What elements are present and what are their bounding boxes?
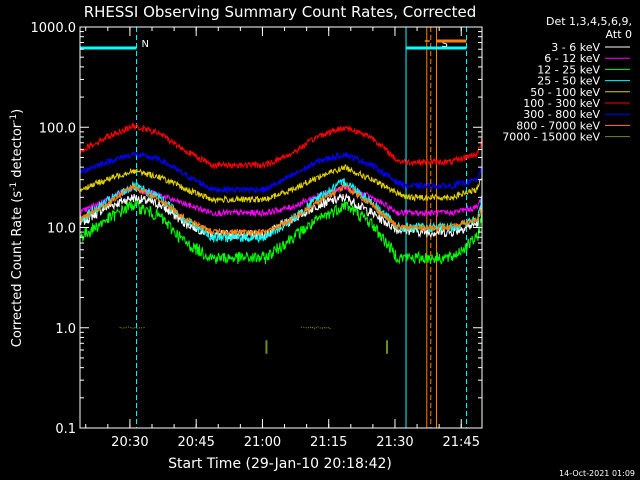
legend-label: 25 - 50 keV (537, 75, 600, 88)
series-line (79, 151, 483, 194)
y-tick-label: 100.0 (39, 121, 76, 136)
legend-label: 3 - 6 keV (551, 41, 600, 54)
series-50-100-kev (79, 163, 483, 205)
x-tick-label: 21:15 (310, 435, 347, 450)
series-line (79, 200, 483, 265)
x-tick-label: 20:30 (111, 435, 148, 450)
orbit-bar-label: S (442, 39, 448, 50)
legend-label: 12 - 25 keV (537, 63, 600, 76)
orbit-bar-label: N (142, 39, 149, 50)
y-tick-label: 10.0 (47, 222, 76, 237)
y-tick-label: 0.1 (55, 422, 76, 437)
series-line (79, 183, 483, 218)
y-axis-label-superscript: -1 (9, 182, 19, 191)
legend-label: 800 - 7000 keV (516, 119, 600, 132)
legend-label: 7000 - 15000 keV (502, 131, 600, 144)
x-tick-label: 20:45 (177, 435, 214, 450)
legend-label: 300 - 800 keV (523, 108, 600, 121)
series-line (79, 123, 483, 170)
series-800-7000-kev (79, 184, 483, 237)
x-tick-label: 21:00 (244, 435, 281, 450)
legend-header: Det 1,3,4,5,6,9, (546, 15, 632, 28)
legend-label: 6 - 12 keV (544, 52, 600, 65)
y-axis-label-part: Corrected Count Rate (s (10, 191, 25, 348)
x-axis-label: Start Time (29-Jan-10 20:18:42) (168, 456, 392, 472)
series-line (300, 326, 332, 330)
series-line (79, 163, 483, 205)
legend-header: Att 0 (606, 28, 632, 41)
chart-title: RHESSI Observing Summary Count Rates, Co… (84, 3, 477, 21)
series-line (79, 178, 483, 244)
y-axis-label-part: detector (10, 122, 25, 182)
y-axis-label: Corrected Count Rate (s-1 detector-1) (9, 109, 25, 347)
series-300-800-kev (79, 151, 483, 194)
legend-label: 100 - 300 keV (523, 97, 600, 110)
series-100-300-kev (79, 123, 483, 170)
plot-area: N S 1000.0 100.0 10.0 1.0 0.1 20:30 20:45 21:00 21… (31, 21, 483, 450)
y-tick-label: 1000.0 (31, 21, 77, 36)
legend-label: 50 - 100 keV (530, 86, 600, 99)
series-7000-15000-kev (119, 326, 332, 330)
series-12-25-kev (79, 200, 483, 265)
series-6-12-kev (79, 183, 483, 218)
series-line (79, 184, 483, 237)
y-axis-label-superscript: -1 (9, 114, 19, 123)
y-axis-label-part: ) (10, 109, 25, 114)
footer-timestamp: 14-Oct-2021 01:09 (559, 469, 635, 478)
y-tick-label: 1.0 (55, 322, 76, 337)
x-tick-label: 21:45 (443, 435, 480, 450)
series-25-50-kev (79, 178, 483, 244)
series-line (119, 326, 145, 330)
x-tick-label: 21:30 (376, 435, 413, 450)
